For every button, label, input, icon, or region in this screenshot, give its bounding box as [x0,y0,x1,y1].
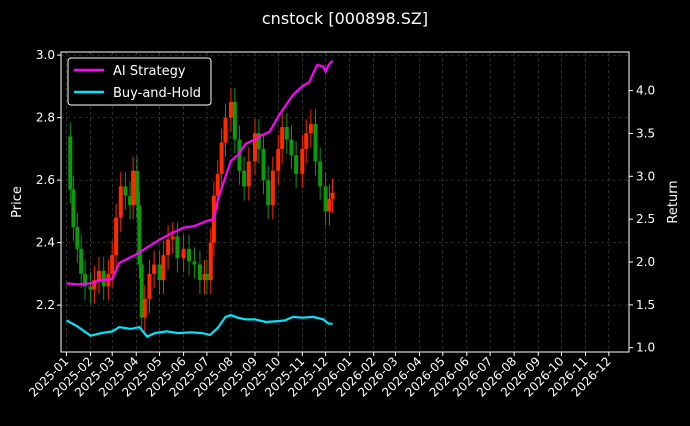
candle-body [147,273,152,299]
candle-body [197,264,202,281]
legend: AI Strategy Buy-and-Hold [67,57,212,106]
candle-body [79,248,84,274]
right-tick-label: 2.0 [636,255,655,269]
candle-body [88,286,93,290]
candle-body [135,170,140,206]
candle-body [128,195,133,206]
candle-body [202,273,207,281]
right-tick-label: 3.0 [636,169,655,183]
candle-body [192,261,197,265]
candle-body [139,264,144,318]
left-tick-label: 2.4 [36,236,55,250]
series-line-ai-strategy [66,59,334,286]
candle-body [123,186,128,196]
chart-title: cnstock [000898.SZ] [262,9,428,28]
candle-body [323,186,328,212]
candle-body [101,270,106,287]
candle-body [318,161,323,187]
candle-body [327,198,332,212]
candle-body [92,280,97,290]
candle-body [166,239,171,256]
candle-body [280,127,285,149]
right-tick-label: 2.5 [636,212,655,226]
candle-body [313,123,318,162]
candle-body [75,227,80,249]
candle-body [187,248,192,262]
candle-body [228,102,233,118]
candle-body [215,173,220,196]
right-tick-label: 4.0 [636,84,655,98]
right-axis: 1.0 1.5 2.0 2.5 3.0 3.5 4.0 [629,84,655,355]
candle-body [270,170,275,206]
candle-body [181,248,186,259]
plot-frame [60,51,630,353]
candle-body [300,148,305,174]
candle-body [97,270,102,281]
candle-body [170,236,175,240]
series-line-buy-and-hold [65,313,333,338]
candle-body [83,273,88,287]
candle-body [294,155,299,174]
right-tick-label: 1.0 [636,341,655,355]
right-tick-label: 3.5 [636,126,655,140]
left-axis: 2.2 2.4 2.6 2.8 3.0 [36,48,61,312]
y-axis-label-left: Price [10,186,25,218]
candle-body [142,298,147,318]
candle-body [118,186,123,218]
candle-body [208,242,213,281]
legend-label-ai-strategy: AI Strategy [113,64,186,79]
candle-body [289,139,294,156]
left-tick-label: 2.8 [36,111,55,125]
candle-body [204,273,209,281]
candle-body [232,102,237,140]
candle-body [223,117,228,143]
candle-body [330,192,335,199]
candle-body [131,170,136,206]
candle-body [137,205,142,265]
candle-body [242,170,247,187]
legend-label-buy-and-hold: Buy-and-Hold [113,86,201,101]
candle-body [261,148,266,181]
candle-body [161,255,166,281]
right-tick-label: 1.5 [636,298,655,312]
candle-body [68,136,73,190]
candle-body [266,180,271,206]
candle-body [157,264,162,281]
candle-body [175,236,180,259]
candle-body [308,123,313,134]
candle-body [219,142,224,174]
candle-body [304,133,309,149]
y-axis-label-right: Return [666,180,681,223]
left-tick-label: 2.2 [36,298,55,312]
candle-body [110,255,115,274]
left-tick-label: 3.0 [36,48,55,62]
candle-body [237,139,242,171]
candle-body [284,127,289,140]
candle-body [114,217,119,256]
candle-body [152,264,157,274]
left-tick-label: 2.6 [36,173,55,187]
candles [68,87,335,332]
candle-body [276,148,281,171]
candle-body [256,133,261,149]
candle-body [252,133,257,162]
candle-body [246,161,251,187]
candle-body [71,189,76,227]
series-lines [65,59,334,338]
